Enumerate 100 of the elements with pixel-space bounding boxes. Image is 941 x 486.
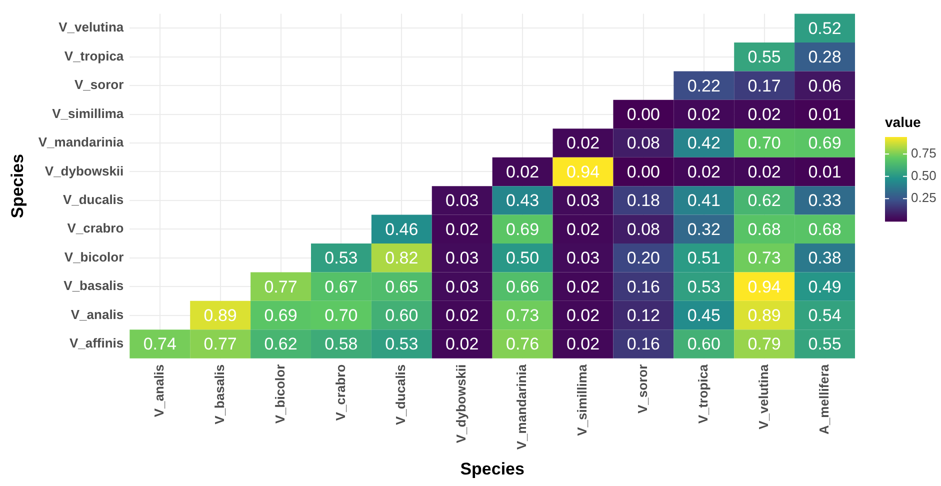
data-label: 0.53 bbox=[324, 248, 358, 268]
data-label: 0.53 bbox=[687, 277, 720, 296]
data-label: 0.68 bbox=[748, 220, 781, 239]
data-label: 0.28 bbox=[808, 48, 842, 67]
data-label: 0.53 bbox=[385, 334, 418, 354]
data-label: 0.94 bbox=[566, 162, 600, 182]
data-label: 0.68 bbox=[808, 220, 842, 239]
color-bar-label: 0.75 bbox=[911, 146, 936, 161]
x-tick-label: V_soror bbox=[635, 364, 650, 414]
data-label: 0.02 bbox=[687, 104, 720, 124]
data-label: 0.73 bbox=[748, 248, 781, 268]
data-label: 0.54 bbox=[808, 306, 842, 325]
x-tick-label: A_mellifera bbox=[816, 364, 832, 434]
data-label: 0.02 bbox=[566, 134, 600, 153]
data-label: 0.17 bbox=[748, 76, 781, 96]
data-label: 0.42 bbox=[687, 134, 720, 153]
data-label: 0.60 bbox=[687, 334, 720, 354]
y-axis-title: Species bbox=[8, 154, 27, 218]
data-label: 0.62 bbox=[748, 191, 781, 210]
data-label: 0.65 bbox=[385, 277, 418, 296]
data-label: 0.18 bbox=[626, 191, 660, 210]
data-label: 0.41 bbox=[687, 191, 720, 210]
data-label: 0.22 bbox=[687, 76, 720, 96]
data-label: 0.77 bbox=[264, 277, 298, 296]
color-bar-label: 0.25 bbox=[911, 190, 936, 206]
x-tick-label: V_ducalis bbox=[393, 364, 408, 426]
data-label: 0.49 bbox=[808, 277, 842, 296]
data-label: 0.03 bbox=[566, 248, 600, 268]
y-tick-label: V_dybowskii bbox=[44, 163, 124, 178]
x-tick-label: V_dybowskii bbox=[454, 364, 469, 444]
data-label: 0.08 bbox=[626, 134, 660, 153]
x-tick-label: V_tropica bbox=[695, 364, 710, 424]
data-label: 0.89 bbox=[748, 306, 781, 325]
y-tick-label: V_velutina bbox=[58, 20, 124, 35]
data-label: 0.69 bbox=[506, 220, 540, 239]
y-tick-label: V_tropica bbox=[64, 48, 124, 64]
data-label: 0.62 bbox=[264, 334, 298, 354]
data-label: 0.12 bbox=[626, 306, 660, 325]
y-tick-label: V_bicolor bbox=[64, 249, 124, 264]
data-label: 0.03 bbox=[566, 191, 600, 210]
data-label: 0.00 bbox=[626, 104, 660, 124]
data-label: 0.02 bbox=[687, 162, 720, 182]
data-label: 0.94 bbox=[748, 277, 781, 296]
y-tick-label: V_crabro bbox=[67, 220, 124, 236]
y-tick-label: V_mandarinia bbox=[38, 134, 124, 150]
color-bar-title: value bbox=[885, 114, 922, 130]
data-label: 0.02 bbox=[566, 334, 600, 354]
y-tick-label: V_basalis bbox=[64, 278, 124, 294]
data-label: 0.69 bbox=[808, 134, 842, 153]
data-label: 0.55 bbox=[808, 334, 842, 354]
data-label: 0.45 bbox=[687, 306, 720, 325]
data-label: 0.02 bbox=[446, 220, 479, 239]
data-label: 0.60 bbox=[385, 306, 418, 325]
data-label: 0.06 bbox=[808, 76, 842, 96]
x-tick-label: V_simillima bbox=[574, 364, 590, 436]
y-tick-label: V_simillima bbox=[52, 106, 124, 121]
data-label: 0.38 bbox=[808, 248, 842, 268]
data-label: 0.32 bbox=[687, 220, 720, 239]
data-label: 0.16 bbox=[626, 277, 660, 296]
data-label: 0.00 bbox=[626, 162, 660, 182]
color-bar-label: 0.50 bbox=[911, 168, 936, 183]
data-label: 0.02 bbox=[506, 162, 540, 182]
data-label: 0.52 bbox=[808, 18, 842, 38]
data-label: 0.02 bbox=[446, 334, 479, 354]
data-label: 0.33 bbox=[808, 191, 842, 210]
data-label: 0.69 bbox=[264, 306, 298, 325]
data-label: 0.51 bbox=[687, 248, 720, 268]
data-label: 0.08 bbox=[626, 220, 660, 239]
data-label: 0.79 bbox=[748, 334, 781, 354]
data-label: 0.73 bbox=[506, 306, 540, 325]
data-label: 0.02 bbox=[446, 306, 479, 325]
data-label: 0.02 bbox=[566, 277, 600, 296]
x-tick-label: V_bicolor bbox=[272, 364, 288, 424]
y-tick-label: V_analis bbox=[70, 306, 124, 322]
data-label: 0.77 bbox=[204, 334, 237, 354]
data-label: 0.74 bbox=[143, 334, 176, 354]
y-tick-label: V_soror bbox=[74, 77, 124, 92]
x-tick-label: V_analis bbox=[151, 364, 166, 418]
y-tick-label: V_affinis bbox=[69, 336, 124, 351]
x-tick-label: V_crabro bbox=[332, 364, 348, 421]
data-label: 0.70 bbox=[748, 134, 781, 153]
data-label: 0.16 bbox=[626, 334, 660, 354]
data-label: 0.01 bbox=[808, 162, 842, 182]
data-label: 0.01 bbox=[808, 104, 842, 124]
data-label: 0.02 bbox=[748, 162, 781, 182]
y-tick-label: V_ducalis bbox=[62, 192, 124, 208]
data-label: 0.02 bbox=[748, 104, 781, 124]
data-label: 0.02 bbox=[566, 220, 600, 239]
data-label: 0.50 bbox=[506, 248, 540, 268]
x-tick-label: V_mandarinia bbox=[514, 364, 530, 450]
data-label: 0.89 bbox=[204, 306, 237, 325]
data-label: 0.58 bbox=[324, 334, 358, 354]
data-label: 0.76 bbox=[506, 334, 540, 354]
data-label: 0.46 bbox=[385, 220, 418, 239]
data-label: 0.67 bbox=[324, 277, 358, 296]
data-label: 0.03 bbox=[446, 248, 479, 268]
x-axis-title: Species bbox=[460, 459, 524, 478]
data-label: 0.03 bbox=[446, 277, 479, 296]
data-label: 0.03 bbox=[446, 191, 479, 210]
x-tick-label: V_basalis bbox=[212, 364, 227, 424]
